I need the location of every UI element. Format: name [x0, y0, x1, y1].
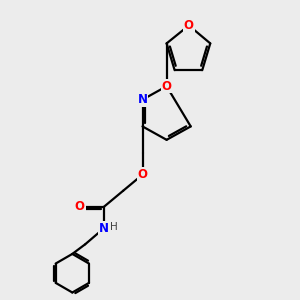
Text: O: O	[162, 80, 172, 93]
Text: H: H	[110, 222, 118, 232]
Text: O: O	[137, 168, 148, 181]
Text: O: O	[184, 19, 194, 32]
Text: O: O	[75, 200, 85, 213]
Text: N: N	[99, 222, 109, 235]
Text: N: N	[137, 93, 148, 106]
